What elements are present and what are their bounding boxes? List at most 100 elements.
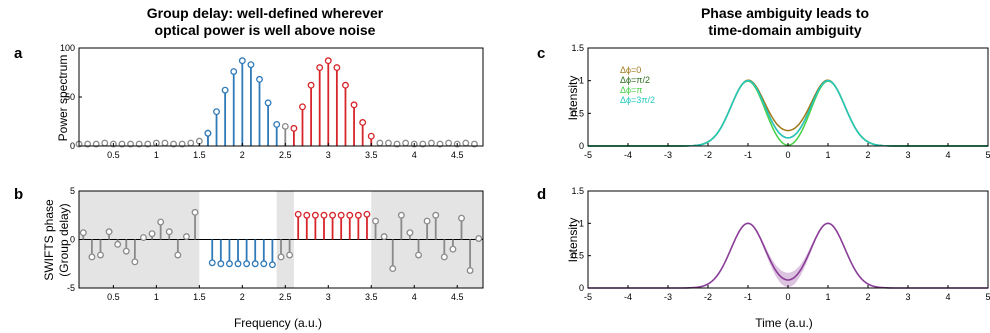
panel-a-point-red [367, 132, 375, 140]
panel-a-point-gray [170, 140, 178, 148]
panel-c-legend-entry: Δϕ=π/2 [620, 75, 650, 85]
panel-d-xtick-label: -2 [704, 292, 712, 302]
panel-label-b: b [14, 186, 23, 203]
panel-d-xtick-label: 3 [905, 292, 910, 302]
panel-d-ylabel: Intensity [566, 218, 580, 263]
panel-a-point-gray [118, 140, 126, 148]
panel-d-xtick-label: 4 [945, 292, 950, 302]
panel-b-point-blue [208, 259, 216, 267]
panel-c-xtick-label: 1 [825, 150, 830, 160]
panel-label-a: a [14, 45, 23, 62]
panel-a-point-gray [178, 140, 186, 148]
panel-a-point-red [290, 124, 298, 132]
panel-d-ytick-label: 0 [579, 283, 584, 293]
panel-d-xlabel: Time (a.u.) [755, 316, 813, 330]
panel-b-point-red [337, 211, 345, 219]
panel-a-frame [78, 47, 484, 147]
panel-b-point-gray [131, 258, 139, 266]
panel-b-ylabel-line1: SWIFTS phase [42, 199, 56, 281]
panel-b-point-red [311, 211, 319, 219]
panel-c-legend-entry: Δϕ=π [620, 85, 643, 95]
panel-a-point-red [350, 101, 358, 109]
panel-a-point-blue [264, 99, 272, 107]
panel-b-point-red [363, 210, 371, 218]
panel-b-xtick-label: 4 [412, 292, 417, 302]
panel-c-legend-entry: Δϕ=3π/2 [620, 95, 655, 105]
panel-c-series-line [588, 80, 988, 147]
panel-a-xtick-label: 3.5 [365, 150, 378, 160]
panel-b-xlabel: Frequency (a.u.) [234, 316, 322, 330]
panel-d-ytick-label: 1 [579, 218, 584, 228]
panel-a-point-gray [402, 139, 410, 147]
panel-a-point-gray [393, 140, 401, 148]
panel-a-ytick-label: 50 [65, 92, 75, 102]
panel-c-series-line [588, 79, 988, 147]
panel-a-point-gray [135, 140, 143, 148]
panel-b-point-red [294, 210, 302, 218]
panel-b-point-gray [157, 218, 165, 226]
panel-b-point-gray [182, 233, 190, 241]
panel-a-xtick-label: 1 [154, 150, 159, 160]
panel-b-point-gray [105, 228, 113, 236]
panel-b-point-gray [397, 211, 405, 219]
panel-d-ytick-label: 0.5 [571, 251, 584, 261]
panel-b-point-red [329, 211, 337, 219]
panel-a-point-blue [204, 129, 212, 137]
panel-a-point-blue [273, 120, 281, 128]
panel-a-point-gray [144, 140, 152, 148]
panel-b-ytick-label: -5 [67, 283, 75, 293]
panel-b-point-blue [251, 260, 259, 268]
panel-a-point-red [333, 64, 341, 72]
panel-a-point-gray [445, 139, 453, 147]
panel-b-point-gray [475, 235, 483, 242]
panel-d-xtick-label: -5 [584, 292, 592, 302]
panel-a-point-gray [419, 140, 427, 148]
panel-b-ylabel-line2: (Group delay) [57, 203, 71, 276]
panel-a-point-gray [384, 139, 392, 147]
panel-a-point-gray [101, 139, 109, 147]
panel-c-ytick-label: 1.5 [571, 43, 584, 53]
panel-c-xtick-label: 3 [905, 150, 910, 160]
panel-b-point-gray [432, 211, 440, 219]
panel-a-xtick-label: 4.5 [451, 150, 464, 160]
panel-b-xtick-label: 4.5 [451, 292, 464, 302]
panel-a-point-gray [436, 140, 444, 148]
panel-d-xtick-label: 1 [825, 292, 830, 302]
panel-a-point-gray [427, 139, 435, 147]
panel-a-point-gray [462, 139, 470, 147]
panel-a-point-red [324, 57, 332, 65]
panel-d-xtick-label: 0 [785, 292, 790, 302]
panel-c-xtick-label: -4 [624, 150, 632, 160]
panel-b-xtick-label: 1 [154, 292, 159, 302]
panel-a-point-gray [127, 140, 135, 148]
panel-d-xtick-label: -4 [624, 292, 632, 302]
panel-b-xtick-label: 3 [326, 292, 331, 302]
panel-b-point-gray [97, 251, 104, 259]
panel-a-point-red [299, 103, 306, 111]
panel-c-series-line [588, 79, 988, 147]
panel-a-point-gray [470, 140, 478, 148]
panel-a-xtick-label: 4 [412, 150, 417, 160]
left-title-line1: Group delay: well-defined wherever [147, 5, 384, 21]
panel-d-xtick-label: 5 [985, 292, 990, 302]
panel-b-xtick-label: 3.5 [365, 292, 378, 302]
panel-b-xtick-label: 2 [240, 292, 245, 302]
panel-b-point-gray [277, 253, 285, 261]
panel-b-point-gray [174, 251, 182, 259]
panel-c-ylabel: Intensity [566, 76, 580, 121]
panel-d-band [588, 222, 988, 288]
panel-b-xtick-label: 2.5 [279, 292, 292, 302]
panel-a-xtick-label: 2.5 [279, 150, 292, 160]
panel-a-ylabel: Power spectrum [56, 55, 70, 142]
panel-c-legend-entry: Δϕ=0 [620, 65, 641, 75]
panel-a-point-gray [187, 139, 195, 147]
panel-b-point-gray [191, 208, 199, 216]
panel-b-point-gray [380, 233, 388, 241]
panel-c-ytick-label: 0.5 [571, 108, 584, 118]
panel-c-xtick-label: 5 [985, 150, 990, 160]
panel-a-point-blue [230, 68, 238, 75]
panel-b-point-red [303, 211, 311, 219]
panel-a-point-gray [92, 140, 100, 148]
